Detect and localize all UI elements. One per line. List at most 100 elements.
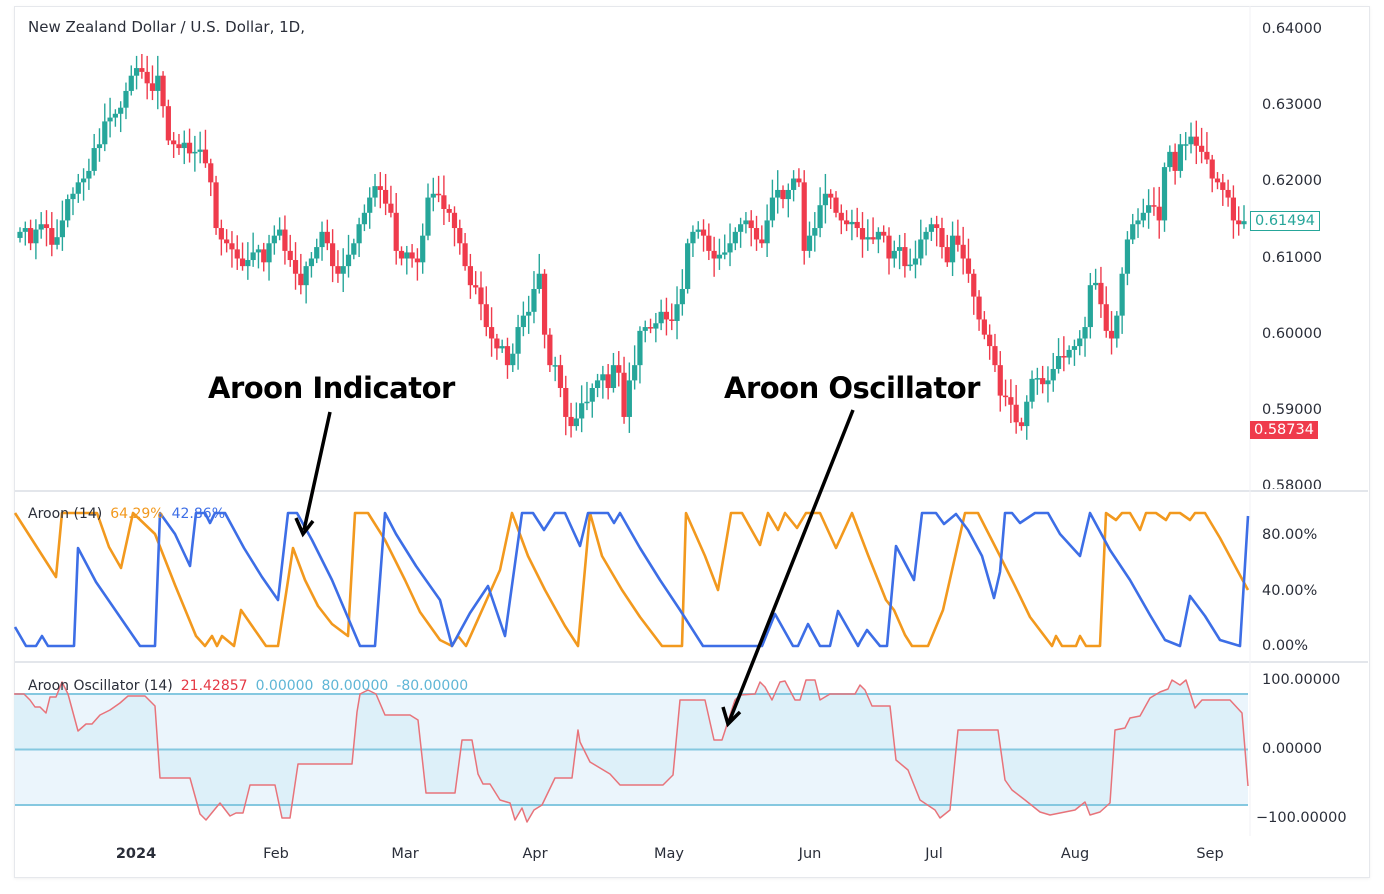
candle-down [49, 228, 55, 245]
aroon-indicator-annotation: Aroon Indicator [208, 371, 455, 405]
oscillator-axis-label: 100.00000 [1262, 672, 1341, 688]
candle-up [75, 182, 81, 194]
aroon-up-line [13, 511, 1250, 648]
candle-down [833, 197, 839, 213]
candle-up [716, 254, 723, 259]
time-label: Apr [522, 846, 548, 862]
candle-up [695, 229, 701, 232]
candle-up [314, 247, 320, 259]
candle-down [605, 374, 611, 388]
candle-down [976, 296, 982, 320]
candle-up [865, 237, 871, 240]
candle-down [330, 243, 336, 267]
candle-up [579, 403, 585, 419]
candle-up [1177, 144, 1184, 171]
candle-down [1209, 159, 1215, 179]
candle-down [854, 221, 860, 229]
candle-up [907, 264, 913, 267]
candle-down [457, 228, 463, 244]
aroon-legend-name: Aroon (14) [28, 506, 103, 522]
candle-up [33, 229, 39, 244]
candle-down [377, 186, 383, 190]
candle-down [165, 106, 171, 141]
candle-up [1188, 136, 1194, 145]
price-label: 0.64000 [1262, 21, 1322, 37]
candle-up [17, 231, 23, 238]
candle-up [515, 327, 521, 354]
candle-up [1077, 338, 1083, 347]
candle-down [298, 273, 304, 286]
candle-down [939, 228, 945, 248]
candle-up [250, 252, 256, 261]
candle-down [881, 231, 887, 236]
candle-down [171, 140, 177, 145]
candle-up [732, 231, 738, 244]
oscillator-value: 21.42857 [180, 678, 248, 694]
candle-up [1066, 349, 1072, 358]
candle-up [361, 212, 368, 225]
candle-up [1130, 224, 1136, 240]
candle-up [255, 249, 262, 253]
candle-up [875, 231, 881, 240]
price-label: 0.59000 [1262, 402, 1322, 418]
candle-down [965, 258, 972, 274]
candle-down [393, 212, 399, 251]
candle-up [632, 365, 638, 381]
candle-down [1214, 178, 1221, 183]
candle-up [642, 327, 648, 331]
candle-up [1140, 212, 1146, 221]
candle-up [552, 365, 558, 367]
candle-down [1172, 151, 1178, 171]
time-label: Sep [1196, 846, 1224, 862]
candle-down [218, 228, 224, 240]
candle-up [1055, 356, 1062, 369]
aroon-axis-label: 80.00% [1262, 527, 1318, 543]
aroon-series [13, 511, 1250, 648]
candle-down [1040, 378, 1046, 385]
oscillator-zero-value: 0.00000 [255, 678, 314, 694]
aroon-up-value: 64.29% [110, 506, 164, 522]
candle-down [669, 319, 675, 321]
candle-down [1103, 304, 1109, 331]
candle-up [600, 374, 606, 381]
candle-down [828, 193, 834, 198]
candle-up [59, 220, 65, 238]
candle-down [176, 144, 182, 149]
candle-down [838, 212, 844, 221]
candle-up [658, 311, 664, 324]
oscillator-legend[interactable]: Aroon Oscillator (14) 21.42857 0.00000 80.0… [28, 678, 476, 694]
candle-down [843, 220, 850, 225]
candle-down [987, 334, 993, 347]
candle-down [213, 182, 219, 229]
candle-down [462, 243, 468, 267]
candle-up [1024, 401, 1030, 427]
candle-up [531, 288, 537, 312]
candle-down [239, 258, 246, 267]
candle-down [706, 235, 712, 251]
candle-up [266, 243, 272, 263]
price-label: 0.63000 [1262, 97, 1322, 113]
candle-up [791, 178, 797, 190]
candle-down [541, 273, 548, 335]
candle-down [282, 229, 288, 251]
candle-up [340, 266, 346, 274]
candle-down [748, 220, 754, 229]
candle-down [955, 235, 961, 245]
candle-up [54, 237, 60, 245]
candle-up [785, 189, 791, 200]
candle-down [1230, 197, 1237, 221]
candle-up [949, 235, 956, 263]
candle-up [271, 235, 277, 244]
candle-down [467, 266, 473, 286]
aroon-legend[interactable]: Aroon (14) 64.29% 42.86% [28, 506, 233, 522]
aroon-indicator-arrow-icon [302, 411, 332, 531]
candle-down [261, 249, 267, 263]
low-price-tag: 0.58734 [1250, 421, 1318, 439]
time-label: Feb [263, 846, 289, 862]
candle-down [1204, 151, 1210, 160]
candle-down [997, 365, 1003, 396]
candle-down [234, 249, 240, 259]
time-label: Jul [925, 846, 943, 862]
candle-down [1008, 397, 1014, 405]
